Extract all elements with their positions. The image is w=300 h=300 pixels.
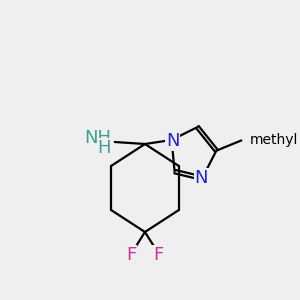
Text: N: N: [195, 169, 208, 187]
Text: methyl: methyl: [249, 134, 298, 147]
Text: F: F: [126, 246, 136, 264]
Text: NH: NH: [84, 129, 111, 147]
Text: F: F: [153, 246, 164, 264]
Text: H: H: [98, 139, 111, 157]
Text: N: N: [166, 132, 179, 150]
